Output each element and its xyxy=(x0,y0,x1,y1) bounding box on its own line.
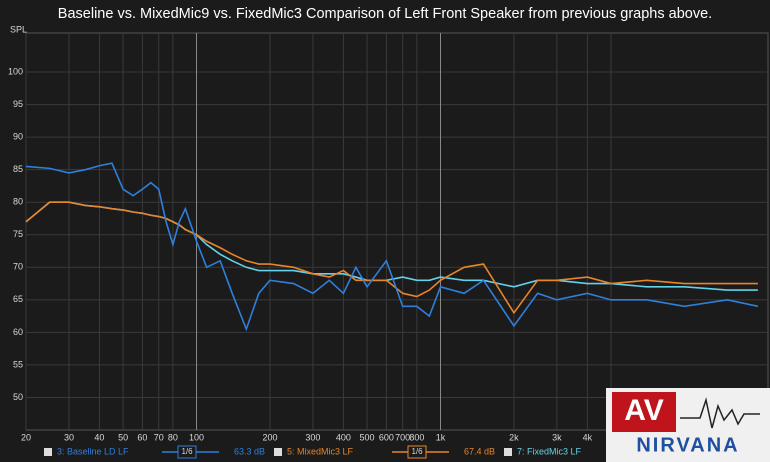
x-tick-label: 600 xyxy=(379,432,394,442)
y-tick-label: 60 xyxy=(13,327,23,337)
plot-area: 50 55 60 65 70 75 80 85 90 95 100 20 30 40 50 60 70 80 100… xyxy=(8,32,769,442)
x-tick-label: 30 xyxy=(64,432,74,442)
legend-label: 3: Baseline LD LF xyxy=(57,446,129,456)
x-tick-label: 3k xyxy=(552,432,562,442)
logo-wave xyxy=(680,397,760,429)
legend-checkbox xyxy=(274,448,282,456)
y-tick-label: 50 xyxy=(13,392,23,402)
y-axis-label: SPL xyxy=(10,24,27,34)
x-tick-label: 100 xyxy=(189,432,204,442)
x-tick-label: 400 xyxy=(336,432,351,442)
x-tick-label: 1k xyxy=(436,432,446,442)
logo-nirvana: NIRVANA xyxy=(636,434,739,456)
logo: AV NIRVANA xyxy=(606,388,770,462)
y-tick-label: 95 xyxy=(13,99,23,109)
y-tick-label: 70 xyxy=(13,262,23,272)
x-tick-label: 80 xyxy=(168,432,178,442)
x-tick-label: 200 xyxy=(262,432,277,442)
series-line xyxy=(25,201,758,315)
legend-smoothing-box xyxy=(177,445,197,459)
legend-level: 63.3 dB xyxy=(234,446,265,456)
x-tick-label: 800 xyxy=(409,432,424,442)
legend-smoothing: 1/6 xyxy=(181,447,193,456)
legend-label: 5: MixedMic3 LF xyxy=(287,446,354,456)
x-tick-label: 4k xyxy=(583,432,593,442)
y-tick-label: 85 xyxy=(13,164,23,174)
legend-checkbox xyxy=(44,448,52,456)
legend-checkbox xyxy=(504,448,512,456)
plot-frame xyxy=(25,32,769,431)
logo-av: AV xyxy=(624,394,663,427)
series-line xyxy=(25,162,759,332)
legend-level: 67.4 dB xyxy=(464,446,495,456)
x-tick-label: 500 xyxy=(360,432,375,442)
x-tick-label: 60 xyxy=(137,432,147,442)
logo-badge xyxy=(612,392,676,432)
x-tick-label: 50 xyxy=(118,432,128,442)
chart-title: Baseline vs. MixedMic9 vs. FixedMic3 Com… xyxy=(58,6,712,22)
x-tick-label: 2k xyxy=(509,432,519,442)
x-tick-label: 20 xyxy=(21,432,31,442)
y-tick-label: 80 xyxy=(13,197,23,207)
y-tick-label: 90 xyxy=(13,132,23,142)
legend-label: 7: FixedMic3 LF xyxy=(517,446,582,456)
x-tick-label: 700 xyxy=(395,432,410,442)
x-tick-label: 40 xyxy=(94,432,104,442)
y-tick-label: 75 xyxy=(13,229,23,239)
x-tick-label: 300 xyxy=(305,432,320,442)
x-tick-label: 70 xyxy=(154,432,164,442)
y-tick-label: 100 xyxy=(8,66,23,76)
y-tick-label: 55 xyxy=(13,359,23,369)
y-tick-label: 65 xyxy=(13,294,23,304)
legend-smoothing-box xyxy=(407,445,427,459)
legend-smoothing: 1/6 xyxy=(411,447,423,456)
